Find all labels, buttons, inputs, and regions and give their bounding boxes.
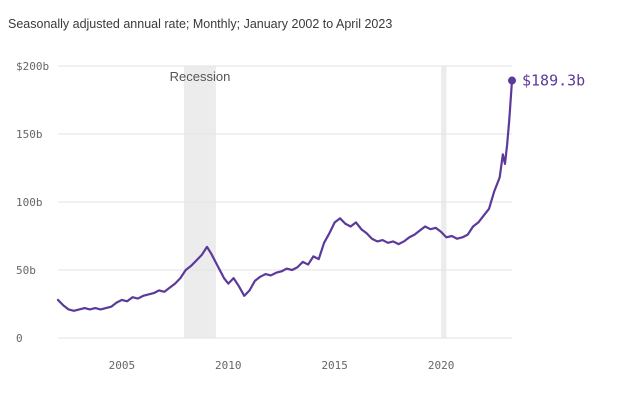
y-tick-label: $200b: [16, 60, 49, 73]
end-point-marker: [508, 76, 516, 85]
x-tick-label: 2005: [109, 359, 136, 372]
y-tick-label: 100b: [16, 196, 43, 209]
x-axis-labels: 2005 2010 2015 2020: [109, 359, 455, 372]
chart-subtitle: Seasonally adjusted annual rate; Monthly…: [8, 17, 393, 31]
annotations: Recession $189.3b: [170, 69, 586, 90]
end-value-label: $189.3b: [522, 72, 585, 90]
y-tick-label: 0: [16, 332, 23, 345]
y-tick-label: 50b: [16, 264, 36, 277]
series-group: [56, 79, 514, 312]
series-line-0: [56, 79, 514, 312]
x-tick-label: 2010: [215, 359, 242, 372]
recession-label: Recession: [170, 69, 231, 84]
x-tick-label: 2020: [428, 359, 455, 372]
y-axis-labels: 0 50b 100b 150b $200b: [16, 60, 49, 345]
y-tick-label: 150b: [16, 128, 43, 141]
x-tick-label: 2015: [321, 359, 348, 372]
